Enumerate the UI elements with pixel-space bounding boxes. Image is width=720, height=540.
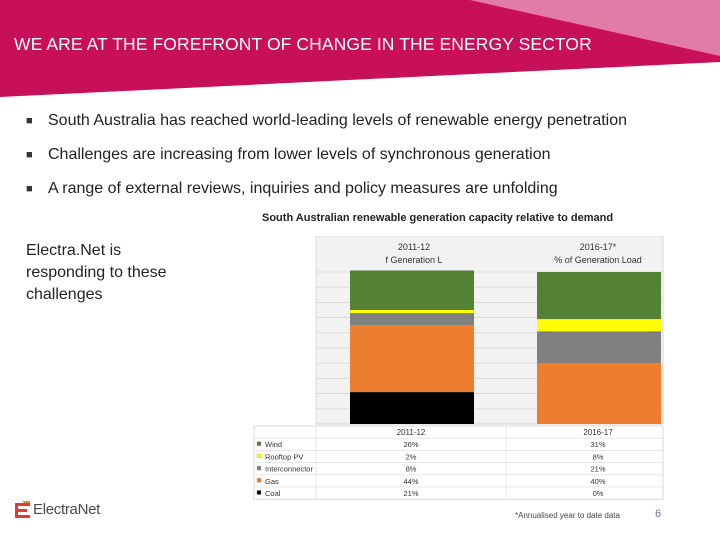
bullet-marker-icon: ■	[26, 149, 33, 161]
legend-swatch	[256, 453, 262, 459]
column-subheader: % of Generation Load	[554, 255, 642, 265]
legend-label: Rooftop PV	[265, 452, 303, 461]
bar-segment	[350, 310, 474, 314]
legend-swatch	[256, 465, 262, 471]
legend-swatch	[256, 490, 262, 495]
chart-footnote: *Annualised year to date data	[515, 511, 620, 520]
table-cell: 2%	[406, 452, 417, 461]
bullet-item: ■ South Australia has reached world-leadi…	[26, 110, 627, 144]
side-text: Electra.Net is responding to these chall…	[26, 242, 167, 303]
column-header: 2016-17*	[580, 242, 617, 252]
legend-label: Interconnector	[265, 465, 313, 474]
bar-segment	[537, 363, 661, 424]
bar-segment	[350, 325, 474, 393]
bar-segment	[350, 392, 474, 424]
column-subheader: f Generation L	[385, 255, 442, 265]
table-header-cell: 2011-12	[397, 428, 426, 437]
bullet-marker-icon: ■	[26, 183, 33, 195]
bar-segment	[537, 331, 661, 364]
bar-segment	[537, 272, 661, 320]
chart-title: South Australian renewable generation ca…	[262, 212, 614, 224]
title-banner	[0, 0, 720, 97]
column-header: 2011-12	[398, 242, 430, 252]
stacked-bar-chart: 2011-12 f Generation L 2016-17* % of Genera…	[253, 236, 664, 500]
table-cell: 44%	[403, 477, 418, 486]
bullet-item: ■ A range of external reviews, inquiries …	[26, 178, 627, 212]
table-cell: 40%	[590, 477, 605, 486]
bullet-list: ■ South Australia has reached world-leadi…	[26, 110, 627, 212]
legend-swatch	[256, 441, 262, 446]
table-cell: 26%	[403, 440, 418, 449]
bullet-text: Challenges are increasing from lower lev…	[48, 146, 551, 163]
bullet-marker-icon: ■	[26, 115, 33, 127]
table-header-cell: 2016-17	[583, 428, 613, 437]
slide-title: WE ARE AT THE FOREFRONT OF CHANGE IN THE…	[14, 34, 592, 54]
bullet-text: A range of external reviews, inquiries a…	[48, 180, 558, 197]
table-cell: 8%	[593, 452, 604, 461]
legend-label: Wind	[265, 440, 282, 449]
legend-swatch	[256, 478, 262, 483]
bullet-text: South Australia has reached world-leadin…	[48, 112, 628, 129]
page-number: 6	[655, 508, 662, 520]
bullet-item: ■ Challenges are increasing from lower le…	[26, 144, 627, 178]
bar-segment	[350, 270, 474, 310]
logo-text: ElectraNet	[33, 501, 101, 518]
legend-label: Coal	[265, 489, 281, 498]
table-cell: 21%	[403, 489, 418, 498]
bar-segment	[350, 313, 474, 326]
legend-label: Gas	[265, 477, 279, 486]
electranet-logo-icon	[15, 501, 30, 518]
table-cell: 21%	[590, 465, 605, 474]
table-cell: 31%	[590, 440, 605, 449]
table-cell: 0%	[593, 489, 604, 498]
table-cell: 8%	[406, 465, 417, 474]
bar-segment	[537, 319, 661, 332]
